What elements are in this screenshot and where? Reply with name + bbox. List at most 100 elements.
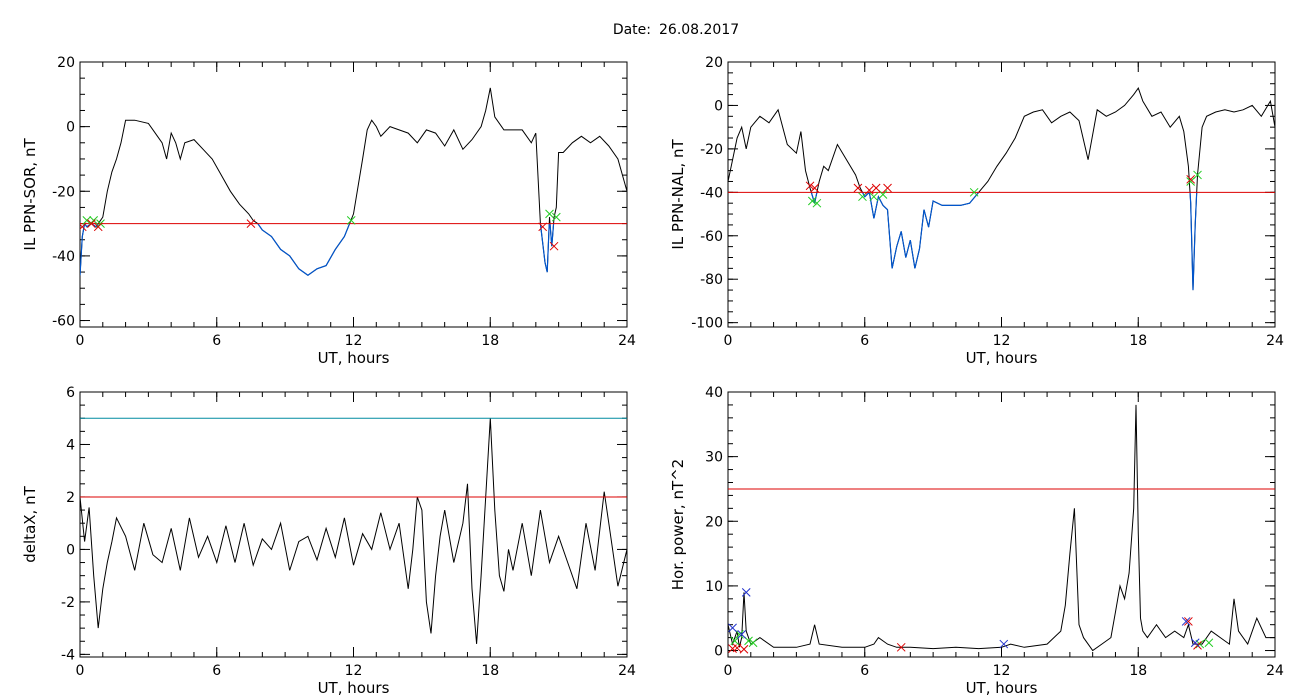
- power-peak-marker: [741, 588, 751, 597]
- sor-y-tick-label: 0: [66, 120, 75, 136]
- nal-y-tick-label: -20: [700, 142, 723, 158]
- nal-x-tick-label: 18: [1129, 333, 1147, 349]
- power-plot-frame: [727, 391, 1276, 658]
- sor-end-marker: [87, 219, 96, 228]
- power-y-tick-label: 10: [705, 579, 723, 595]
- power-peak-marker: [999, 639, 1009, 649]
- power-peak-marker: [728, 623, 737, 633]
- nal-end-marker: [883, 183, 892, 193]
- power-start-marker: [1204, 638, 1214, 648]
- deltax-y-tick-label: -2: [61, 595, 75, 611]
- nal-start-marker: [869, 192, 879, 202]
- sor-y-tick-label: -20: [52, 184, 75, 200]
- sor-y-tick-label: 20: [57, 55, 75, 71]
- power-y-axis-label: Hor. power, nT^2: [669, 459, 687, 590]
- sor-y-tick-label: -40: [52, 249, 75, 265]
- power-peak-marker: [1190, 638, 1200, 648]
- nal-y-tick-label: 0: [714, 98, 723, 114]
- sor-start-marker: [551, 212, 561, 222]
- power-end-marker: [1184, 617, 1193, 626]
- nal-end-marker: [871, 183, 881, 193]
- sor-x-tick-label: 24: [618, 333, 636, 349]
- panel-power: 0 6 12 18 24 40 30 20 10 0 UT, hours Hor. power, nT…: [669, 385, 1284, 697]
- nal-end-marker: [853, 183, 863, 193]
- sor-start-marker: [545, 209, 554, 219]
- deltax-y-tick-label: -4: [61, 647, 75, 663]
- panel-nal: 0 6 12 18 24 20 0 -20 -40 -60 -80 -100 UT, hours IL P…: [669, 55, 1284, 367]
- power-x-tick-label: 18: [1129, 663, 1147, 679]
- nal-y-tick-label: -100: [691, 316, 723, 332]
- page-title: Date: 26.08.2017: [613, 22, 739, 38]
- nal-y-tick-label: -40: [700, 185, 723, 201]
- nal-below-threshold-line: [810, 192, 1198, 291]
- nal-start-marker: [878, 190, 888, 199]
- power-plot-area: [728, 404, 1275, 654]
- power-start-marker: [748, 638, 758, 648]
- sor-plot-frame: [79, 61, 628, 328]
- power-series-line: [728, 404, 1275, 652]
- deltax-series-line: [80, 418, 627, 644]
- sor-end-marker: [80, 222, 87, 232]
- deltax-y-tick-label: 2: [66, 490, 75, 506]
- power-end-marker: [732, 643, 742, 653]
- power-y-tick-label: 20: [705, 514, 723, 530]
- nal-x-tick-label: 6: [860, 333, 869, 349]
- sor-end-marker: [549, 241, 559, 251]
- sor-end-marker: [246, 219, 256, 228]
- sor-end-marker: [93, 222, 103, 232]
- nal-start-marker: [1193, 170, 1202, 180]
- deltax-x-tick-label: 24: [618, 663, 636, 679]
- power-y-tick-label: 40: [705, 385, 723, 401]
- sor-y-axis-label: IL PPN-SOR, nT: [21, 138, 39, 251]
- deltax-y-axis-label: deltaX, nT: [21, 485, 39, 562]
- sor-series-line: [80, 87, 627, 276]
- sor-x-tick-label: 12: [345, 333, 363, 349]
- deltax-y-tick-label: 4: [66, 437, 75, 453]
- date-label: Date:: [613, 22, 651, 38]
- deltax-y-tick-label: 0: [66, 542, 75, 558]
- deltax-y-tick-label: 6: [66, 385, 75, 401]
- deltax-x-tick-label: 6: [212, 663, 221, 679]
- sor-start-marker: [346, 216, 356, 225]
- panel-sor: 0 6 12 18 24 20 0 -20 -40 -60 UT, hours IL PPN-SOR,…: [21, 55, 636, 367]
- nal-plot-area: [728, 87, 1275, 291]
- power-x-tick-label: 12: [993, 663, 1011, 679]
- deltax-plot-area: [80, 417, 627, 644]
- nal-start-marker: [1186, 177, 1196, 186]
- sor-plot-area: [80, 87, 627, 277]
- power-x-tick-label: 0: [724, 663, 733, 679]
- date-value: 26.08.2017: [659, 22, 739, 38]
- deltax-x-tick-label: 18: [481, 663, 499, 679]
- panel-deltax: 0 6 12 18 24 6 4 2 0 -2 -4 UT, hours deltaX, nT: [21, 385, 636, 697]
- nal-x-axis-label: UT, hours: [966, 349, 1038, 367]
- power-y-tick-label: 30: [705, 450, 723, 466]
- power-x-axis-label: UT, hours: [966, 679, 1038, 697]
- nal-start-marker: [969, 187, 979, 197]
- nal-x-tick-label: 24: [1266, 333, 1284, 349]
- nal-x-tick-label: 12: [993, 333, 1011, 349]
- nal-series-line: [728, 87, 1275, 291]
- power-peak-marker: [737, 630, 747, 639]
- nal-y-tick-label: 20: [705, 55, 723, 71]
- deltax-x-tick-label: 0: [76, 663, 85, 679]
- sor-y-tick-label: -60: [52, 314, 75, 330]
- sor-start-marker: [82, 216, 92, 225]
- power-peak-marker: [1181, 617, 1191, 626]
- power-end-marker: [896, 642, 906, 652]
- nal-end-marker: [1186, 174, 1196, 184]
- nal-end-marker: [864, 185, 874, 195]
- sor-x-tick-label: 18: [481, 333, 499, 349]
- power-x-tick-label: 24: [1266, 663, 1284, 679]
- nal-y-tick-label: -80: [700, 272, 723, 288]
- nal-start-marker: [807, 196, 817, 206]
- nal-y-tick-label: -60: [700, 229, 723, 245]
- nal-start-marker: [812, 198, 822, 208]
- nal-start-marker: [858, 192, 867, 202]
- power-x-tick-label: 6: [860, 663, 869, 679]
- sor-x-axis-label: UT, hours: [318, 349, 390, 367]
- deltax-plot-frame: [79, 391, 628, 658]
- sor-end-marker: [538, 222, 548, 232]
- nal-y-axis-label: IL PPN-NAL, nT: [669, 139, 687, 250]
- nal-x-tick-label: 0: [724, 333, 733, 349]
